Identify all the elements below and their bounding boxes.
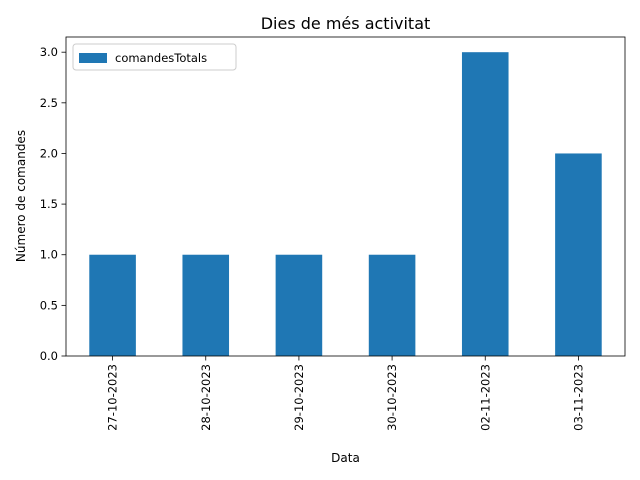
x-tick-label: 27-10-2023 [106, 364, 120, 431]
bar-30-10-2023 [368, 254, 416, 356]
x-axis-label: Data [331, 451, 360, 465]
bar-03-11-2023 [555, 153, 602, 356]
legend-label: comandesTotals [115, 51, 207, 65]
x-tick-label: 03-11-2023 [571, 364, 585, 431]
y-tick-label: 1.0 [40, 248, 58, 262]
bar-27-10-2023 [89, 254, 136, 356]
y-tick-label: 3.0 [40, 45, 58, 59]
legend: comandesTotals [72, 43, 237, 71]
y-tick-label: 0.5 [40, 298, 58, 312]
x-tick-label: 02-11-2023 [478, 364, 492, 431]
chart-title: Dies de més activitat [261, 14, 431, 33]
y-tick-label: 2.5 [40, 96, 58, 110]
axes-frame [65, 36, 626, 357]
bar-28-10-2023 [182, 254, 230, 356]
y-tick-label: 1.5 [40, 197, 58, 211]
legend-swatch [79, 53, 107, 63]
y-tick-label: 0.0 [40, 349, 58, 363]
bar-02-11-2023 [461, 52, 509, 356]
x-tick-label: 29-10-2023 [292, 364, 306, 431]
legend-box [72, 43, 237, 71]
x-tick-label: 28-10-2023 [199, 364, 213, 431]
x-tick-label: 30-10-2023 [385, 364, 399, 431]
bar-29-10-2023 [275, 254, 323, 356]
y-tick-label: 2.0 [40, 146, 58, 160]
plot-area: 0.0 0.5 1.0 1.5 2.0 2.5 3.0 27-10-2023 28-10-202… [40, 36, 626, 431]
y-axis-label: Número de comandes [14, 130, 28, 262]
